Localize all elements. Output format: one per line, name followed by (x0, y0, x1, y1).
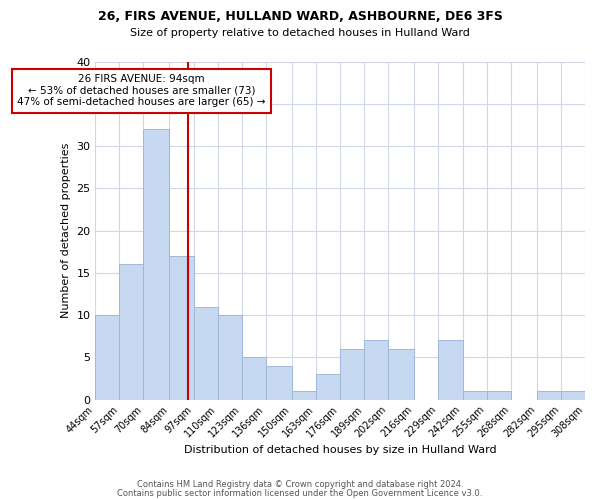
Bar (95, 315, 119, 400)
Text: Contains public sector information licensed under the Open Government Licence v3: Contains public sector information licen… (118, 489, 482, 498)
Text: Contains HM Land Registry data © Crown copyright and database right 2024.: Contains HM Land Registry data © Crown c… (137, 480, 463, 489)
Bar (463, 391, 487, 400)
Text: Size of property relative to detached houses in Hulland Ward: Size of property relative to detached ho… (130, 28, 470, 38)
Bar (292, 391, 316, 400)
Bar (340, 349, 364, 400)
Bar (537, 391, 561, 400)
Bar (364, 340, 388, 400)
Bar (143, 129, 169, 400)
Bar (169, 256, 194, 400)
Text: 26, FIRS AVENUE, HULLAND WARD, ASHBOURNE, DE6 3FS: 26, FIRS AVENUE, HULLAND WARD, ASHBOURNE… (98, 10, 502, 23)
Bar (242, 358, 266, 400)
Y-axis label: Number of detached properties: Number of detached properties (61, 143, 71, 318)
Bar (388, 349, 415, 400)
X-axis label: Distribution of detached houses by size in Hulland Ward: Distribution of detached houses by size … (184, 445, 496, 455)
Bar (439, 340, 463, 400)
Bar (266, 366, 292, 400)
Bar (561, 391, 585, 400)
Bar (119, 264, 143, 400)
Bar (194, 306, 218, 400)
Bar (487, 391, 511, 400)
Bar (316, 374, 340, 400)
Bar (218, 315, 242, 400)
Text: 26 FIRS AVENUE: 94sqm
← 53% of detached houses are smaller (73)
47% of semi-deta: 26 FIRS AVENUE: 94sqm ← 53% of detached … (17, 74, 266, 108)
